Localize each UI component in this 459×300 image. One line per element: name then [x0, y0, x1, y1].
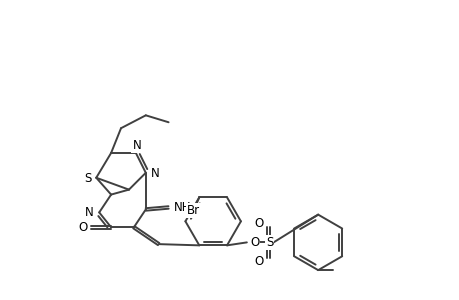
Text: NH: NH — [174, 201, 191, 214]
Text: S: S — [265, 236, 273, 249]
Text: N: N — [85, 206, 94, 219]
Text: O: O — [78, 221, 88, 234]
Text: O: O — [253, 255, 263, 268]
Text: O: O — [253, 217, 263, 230]
Text: Br: Br — [186, 204, 200, 217]
Text: S: S — [84, 172, 92, 185]
Text: N: N — [151, 167, 160, 180]
Text: O: O — [250, 236, 259, 249]
Text: N: N — [132, 139, 141, 152]
